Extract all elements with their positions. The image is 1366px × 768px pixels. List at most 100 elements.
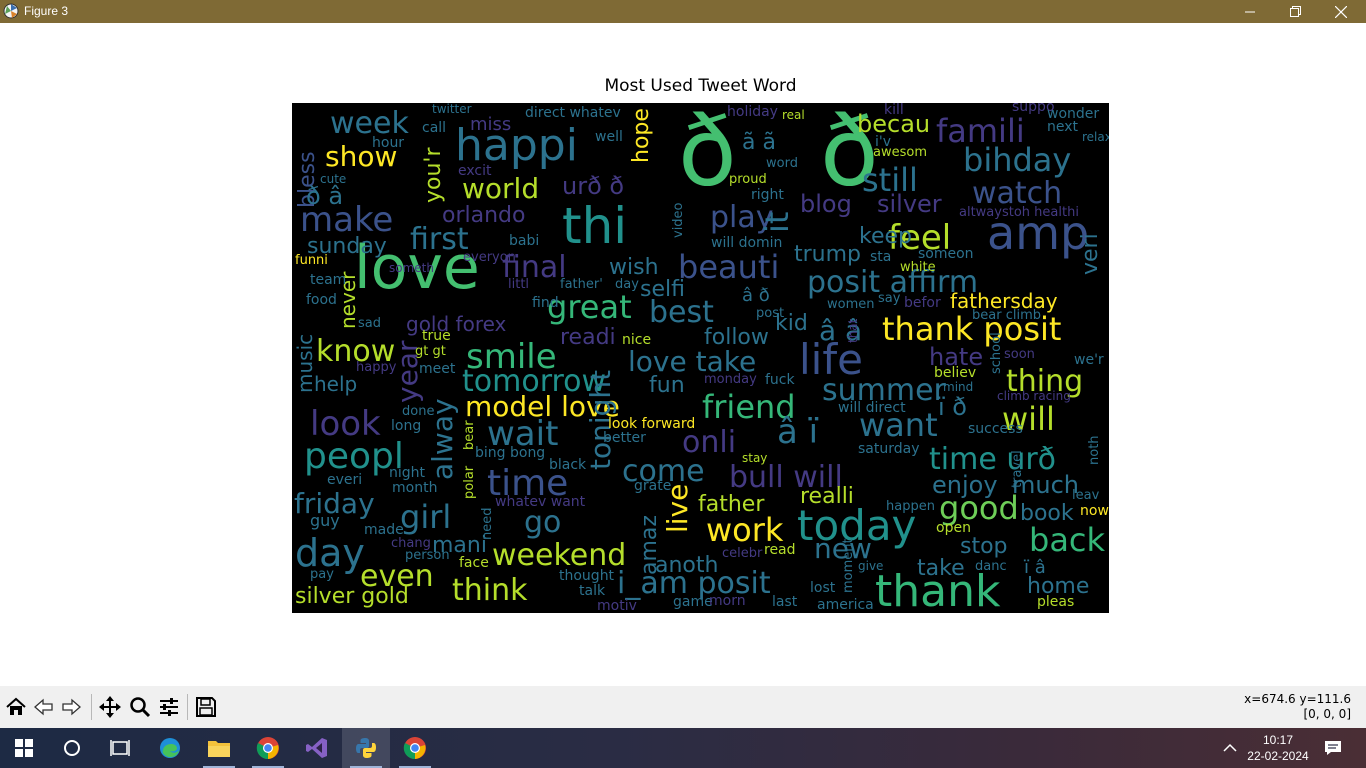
- cloud-word: week: [330, 106, 409, 141]
- home-button[interactable]: [4, 695, 28, 719]
- cloud-word: next: [1047, 119, 1079, 135]
- cloud-word: everyon: [463, 250, 516, 265]
- cloud-word: hope: [629, 108, 654, 163]
- cloud-word: celebr: [722, 546, 763, 561]
- cloud-word: motiv: [597, 598, 637, 613]
- cloud-word: peopl: [304, 436, 404, 477]
- cloud-word: posit affirm: [807, 265, 978, 300]
- coords-xy: x=674.6 y=111.6: [1244, 692, 1351, 706]
- cloud-word: famili: [936, 112, 1025, 150]
- zoom-button[interactable]: [128, 695, 152, 719]
- cloud-word: happen: [886, 499, 935, 514]
- cloud-word: i_am posit: [617, 566, 771, 601]
- cloud-word: everi: [327, 472, 362, 488]
- cloud-word: monday: [704, 372, 757, 387]
- cloud-word: live: [661, 484, 694, 533]
- python-icon: [356, 738, 376, 758]
- taskbar-edge[interactable]: [146, 728, 194, 768]
- cloud-word: selfi: [640, 277, 685, 302]
- home-icon: [6, 697, 26, 715]
- toolbar-separator: [91, 694, 92, 720]
- window-title: Figure 3: [24, 4, 69, 18]
- cloud-word: ð â: [306, 182, 343, 210]
- cloud-word: proud: [729, 172, 767, 187]
- cloud-word: beauti: [678, 248, 779, 286]
- cloud-word: talk: [579, 583, 606, 599]
- cloud-word: you'r: [421, 147, 446, 203]
- cloud-word: lost: [810, 580, 836, 596]
- cloud-word: smile: [466, 337, 557, 377]
- cloud-word: mind: [943, 380, 973, 394]
- cloud-word: work: [706, 511, 784, 549]
- cloud-word: fuck: [765, 372, 795, 388]
- cloud-word: soon: [1004, 347, 1035, 362]
- cloud-word: believ: [934, 365, 976, 381]
- cloud-word: home: [1027, 574, 1089, 599]
- folder-icon: [208, 741, 230, 757]
- clock-date: 22-02-2024: [1247, 749, 1309, 763]
- cloud-word: day: [615, 277, 639, 292]
- cloud-word: good: [939, 489, 1019, 527]
- cloud-word: funni: [295, 253, 328, 268]
- cloud-word: thank posit: [882, 310, 1061, 348]
- cloud-word: will: [1002, 400, 1055, 438]
- cloud-word: world: [462, 172, 539, 205]
- cloud-word: team: [310, 272, 346, 288]
- taskbar-visual-studio[interactable]: [293, 728, 341, 768]
- restore-button[interactable]: [1272, 0, 1318, 23]
- app-icon: [3, 3, 19, 19]
- cloud-word: littl: [508, 277, 529, 292]
- cloud-word: model love: [465, 390, 620, 423]
- cloud-word: pleas: [1037, 594, 1074, 610]
- cloud-word: back: [1029, 521, 1106, 559]
- cloud-word: feel: [888, 218, 951, 258]
- cloud-word: whatev want: [495, 494, 586, 510]
- taskbar-file-explorer[interactable]: [195, 728, 243, 768]
- cloud-word: blog: [800, 190, 852, 218]
- cloud-word: tonight: [584, 370, 617, 470]
- cloud-word: say: [878, 291, 901, 306]
- cloud-word: someon: [918, 246, 974, 262]
- cloud-word: look: [310, 404, 381, 444]
- cloud-word: bihday: [963, 141, 1071, 179]
- cloud-word: leav: [1072, 488, 1100, 503]
- task-view-button[interactable]: [96, 728, 144, 768]
- cloud-word: ï ð: [937, 393, 967, 421]
- cloud-word: wonder: [1047, 106, 1099, 122]
- show-hidden-icons-button[interactable]: [1207, 728, 1253, 768]
- minimize-button[interactable]: [1227, 0, 1273, 23]
- taskbar-chrome-1[interactable]: [244, 728, 292, 768]
- cloud-word: think: [452, 573, 528, 608]
- taskbar-python[interactable]: [342, 728, 390, 768]
- taskbar-chrome-2[interactable]: [391, 728, 439, 768]
- configure-subplots-button[interactable]: [157, 695, 181, 719]
- taskbar-clock[interactable]: 10:17 22-02-2024: [1244, 732, 1312, 764]
- figure-title: Most Used Tweet Word: [604, 76, 797, 96]
- back-button[interactable]: [32, 695, 56, 719]
- save-button[interactable]: [194, 695, 218, 719]
- cloud-word: kill: [884, 103, 904, 118]
- cloud-word: know: [316, 334, 395, 369]
- cloud-word: post: [756, 306, 784, 321]
- cloud-word: danc: [975, 559, 1007, 574]
- pan-button[interactable]: [98, 695, 122, 719]
- window-title-bar: Figure 3: [0, 0, 1366, 23]
- pan-icon: [99, 696, 121, 718]
- back-icon: [34, 698, 53, 716]
- plot-toolbar: x=674.6 y=111.6 [0, 0, 0]: [0, 686, 1366, 728]
- cloud-word: time: [487, 463, 568, 504]
- cloud-word: fun: [649, 373, 685, 398]
- close-button[interactable]: [1318, 0, 1364, 23]
- cloud-word: today: [797, 501, 916, 550]
- cloud-word: much: [1012, 471, 1079, 499]
- cloud-word: america: [817, 597, 874, 613]
- cloud-word: watch: [972, 176, 1062, 211]
- cloud-word: direct whatev: [525, 105, 621, 121]
- restore-icon: [1289, 6, 1301, 17]
- search-button[interactable]: [48, 728, 96, 768]
- cloud-word: come: [622, 454, 705, 489]
- start-button[interactable]: [0, 728, 48, 768]
- cloud-word: becau: [857, 110, 930, 138]
- notifications-button[interactable]: [1310, 728, 1356, 768]
- forward-button[interactable]: [59, 695, 83, 719]
